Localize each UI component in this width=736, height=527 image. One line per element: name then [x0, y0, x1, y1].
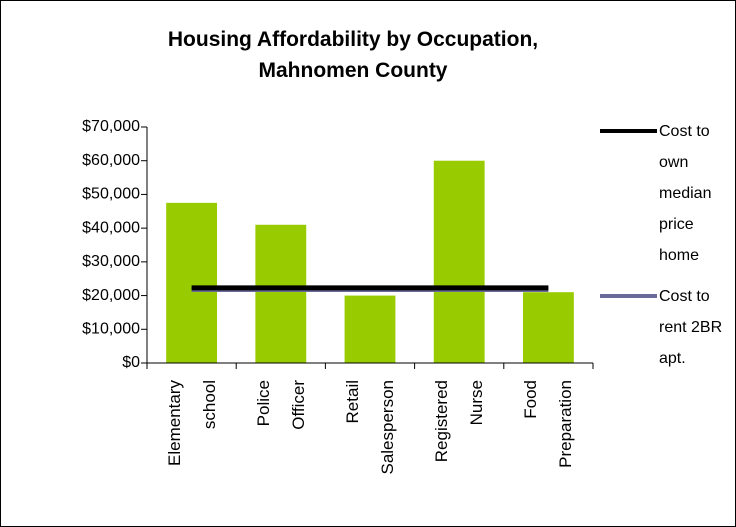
y-tick-label: $60,000	[82, 152, 140, 169]
x-tick-label: Police Officer	[253, 380, 308, 430]
bar	[166, 202, 218, 363]
y-tick-label: $0	[122, 354, 140, 371]
chart-title: Housing Affordability by Occupation, Mah…	[167, 28, 539, 82]
y-tick-label: $10,000	[82, 321, 140, 338]
y-tick-label: $40,000	[82, 219, 140, 236]
y-tick-label: $50,000	[82, 186, 140, 203]
x-tick-label: Registered Nurse	[432, 380, 487, 463]
y-tick-label: $20,000	[82, 287, 140, 304]
legend-label: Cost to rent 2BR apt.	[659, 287, 723, 367]
bar	[433, 160, 485, 363]
bar	[344, 295, 396, 363]
x-tick-label: Food Preparation	[521, 380, 576, 468]
y-tick-label: $30,000	[82, 253, 140, 270]
legend-label: Cost to own median price home	[659, 122, 712, 264]
y-tick-label: $70,000	[82, 118, 140, 135]
bar	[522, 292, 574, 363]
bar	[255, 224, 307, 363]
x-tick-label: Elementary school	[164, 380, 219, 466]
x-tick-label: Retail Salesperson	[343, 380, 397, 475]
